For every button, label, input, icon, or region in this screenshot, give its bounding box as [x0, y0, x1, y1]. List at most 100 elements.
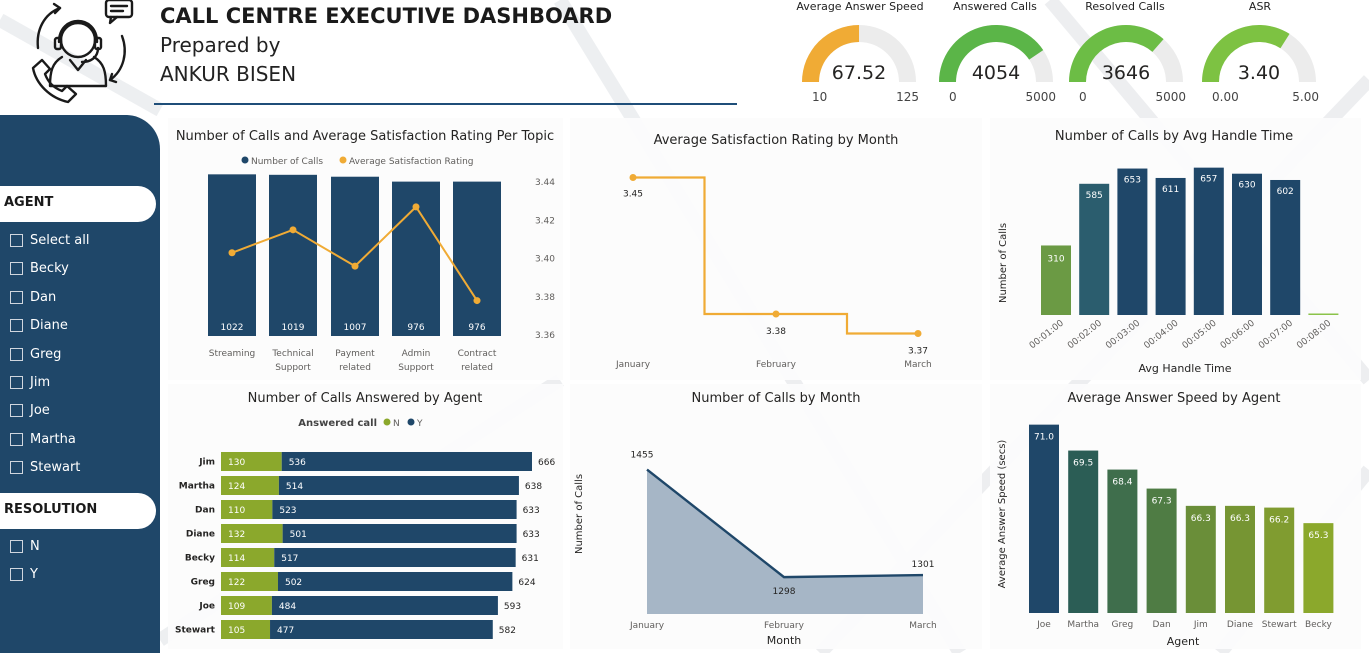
checkbox[interactable]	[10, 234, 23, 247]
bar-value-label: 66.2	[1269, 516, 1289, 526]
data-label: 3.38	[766, 327, 786, 337]
gauge-title: ASR	[1248, 0, 1272, 13]
bar-00-01-00	[1041, 245, 1071, 315]
x-tick-label: 00:04:00	[1142, 318, 1180, 351]
x-tick-label: Payment	[335, 349, 375, 359]
bar-value-label: 976	[468, 323, 485, 333]
legend-label-average-satisfaction-rating: Average Satisfaction Rating	[349, 157, 474, 167]
gauge-fill	[1202, 24, 1290, 82]
agent-label: Diane	[186, 530, 215, 540]
x-tick-label: Joe	[1036, 620, 1051, 630]
agent-label: Joe	[198, 602, 215, 612]
agent-item-joe[interactable]: Joe	[10, 403, 50, 418]
rating-point	[351, 262, 359, 270]
bar-value-label: 611	[1162, 185, 1179, 195]
bar-value-label-y: 514	[286, 482, 303, 492]
chart-calls-by-month: Number of Calls by Month Number of Calls M…	[574, 391, 937, 647]
total-label: 633	[523, 530, 540, 540]
checkbox[interactable]	[10, 376, 23, 389]
gauge-dial: 4054 0 5000	[939, 24, 1056, 104]
call-centre-agent-icon	[31, 0, 134, 104]
chart-calls-and-rating-per-topic: Number of Calls and Average Satisfaction…	[176, 129, 555, 373]
x-tick-label: Greg	[1112, 620, 1134, 630]
panel-answered-by-agent: Number of Calls Answered by Agent Answere…	[168, 384, 563, 649]
panel-speed-by-agent: Average Answer Speed by Agent Average Ans…	[990, 384, 1361, 649]
bar-value-label: 657	[1200, 175, 1217, 185]
agent-label: Greg	[191, 578, 215, 588]
checkbox[interactable]	[10, 404, 23, 418]
checkbox[interactable]	[10, 319, 23, 333]
bar-n-jim	[221, 452, 282, 471]
agent-item-martha[interactable]: Martha	[10, 432, 76, 447]
checkbox[interactable]	[10, 432, 23, 446]
gauge-title: Average Answer Speed	[796, 0, 924, 13]
bar-becky	[1303, 523, 1334, 613]
agent-item-label: Dan	[30, 289, 57, 305]
legend-marker-number-of-calls	[241, 156, 249, 164]
bar-diane	[1225, 505, 1255, 613]
checkbox[interactable]	[10, 568, 23, 582]
bar-contract-related	[453, 181, 501, 336]
gauge-resolved-calls[interactable]: Resolved Calls 3646 0 5000	[1060, 0, 1190, 110]
checkbox[interactable]	[10, 262, 23, 276]
agent-item-select-all[interactable]: Select all	[10, 233, 89, 248]
resolution-item-y[interactable]: Y	[10, 567, 38, 582]
x-tick-label: January	[615, 360, 651, 370]
x-tick-label: 00:01:00	[1028, 318, 1066, 351]
checkbox[interactable]	[10, 461, 23, 475]
bar-value-label-y: 523	[279, 506, 296, 516]
checkbox[interactable]	[10, 347, 23, 361]
bar-value-label: 585	[1086, 191, 1103, 201]
gauge-max-label: 5000	[1155, 90, 1186, 104]
x-tick-label: March	[904, 360, 931, 370]
bar-00-02-00	[1079, 183, 1110, 315]
total-label: 666	[538, 458, 555, 468]
gauge-average-answer-speed[interactable]: Average Answer Speed 67.52 10 125	[785, 0, 935, 110]
bar-y-diane	[282, 524, 517, 543]
x-tick-label: 00:08:00	[1295, 318, 1333, 351]
x-tick-label: Jim	[1193, 620, 1208, 630]
checkbox[interactable]	[10, 290, 23, 304]
chart-speed-by-agent: Average Answer Speed by Agent Average Ans…	[997, 391, 1334, 648]
gauge-title: Answered Calls	[953, 0, 1037, 13]
bar-value-label: 1022	[221, 323, 244, 333]
bar-value-label-n: 130	[228, 458, 245, 468]
header-divider	[154, 103, 737, 105]
panel-calls-by-month: Number of Calls by Month Number of Calls M…	[570, 384, 982, 649]
x-tick-label: February	[764, 621, 805, 631]
agent-item-dan[interactable]: Dan	[10, 290, 56, 305]
gauge-min-label: 0	[949, 90, 957, 104]
gauge-max-label: 5.00	[1292, 90, 1319, 104]
resolution-item-n[interactable]: N	[10, 539, 40, 554]
x-tick-label: Support	[275, 363, 311, 373]
bar-value-label: 1019	[282, 323, 305, 333]
agent-item-becky[interactable]: Becky	[10, 261, 69, 276]
chart-rating-by-month: Average Satisfaction Rating by Month 3.45…	[615, 133, 932, 370]
chart-title: Number of Calls Answered by Agent	[248, 391, 483, 406]
checkbox[interactable]	[10, 540, 23, 553]
bar-y-stewart	[270, 620, 493, 639]
agent-item-diane[interactable]: Diane	[10, 318, 68, 333]
agent-item-greg[interactable]: Greg	[10, 347, 61, 362]
chart-title: Number of Calls by Month	[691, 391, 860, 406]
agent-item-stewart[interactable]: Stewart	[10, 460, 80, 475]
bar-value-label: 602	[1277, 187, 1294, 197]
rating-point	[473, 297, 481, 305]
total-label: 593	[504, 602, 521, 612]
agent-item-jim[interactable]: Jim	[10, 375, 50, 390]
bar-value-label-y: 502	[285, 578, 302, 588]
gauge-asr[interactable]: ASR 3.40 0.00 5.00	[1190, 0, 1330, 110]
chart-title: Average Satisfaction Rating by Month	[654, 133, 899, 148]
agent-item-label: Select all	[30, 233, 90, 248]
gauge-answered-calls[interactable]: Answered Calls 4054 0 5000	[930, 0, 1060, 110]
bar-00-07-00	[1270, 179, 1301, 315]
x-tick-label: Dan	[1153, 620, 1171, 630]
bar-y-becky	[274, 548, 516, 567]
prepared-by-label: Prepared by	[160, 33, 281, 57]
x-tick-label: January	[629, 621, 665, 631]
bar-value-label-y: 501	[290, 530, 307, 540]
total-label: 582	[499, 626, 516, 636]
agent-item-label: Diane	[30, 318, 68, 334]
x-axis-label: Agent	[1167, 635, 1200, 648]
chart-title: Number of Calls by Avg Handle Time	[1055, 129, 1293, 144]
